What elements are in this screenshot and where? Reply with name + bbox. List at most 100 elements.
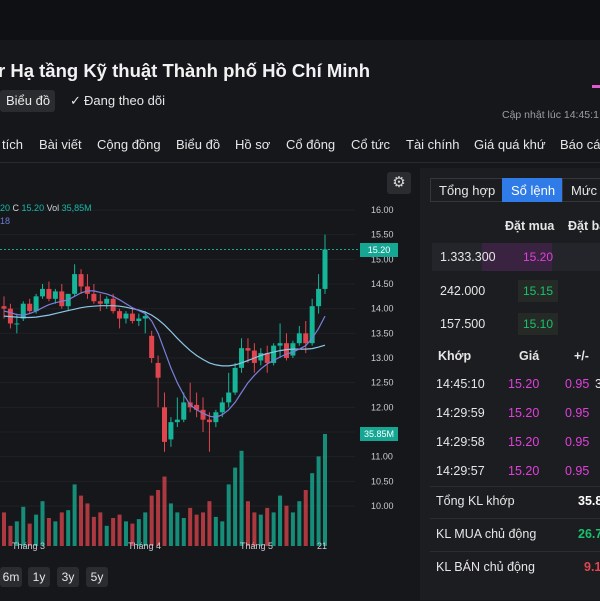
timeframe-5y[interactable]: 5y (86, 567, 108, 587)
trade-time: 14:29:59 (436, 406, 485, 420)
tab-community[interactable]: Cộng đồng (97, 137, 161, 152)
tab-articles[interactable]: Bài viết (39, 137, 82, 152)
candle (129, 313, 135, 321)
timeframe-3y[interactable]: 3y (57, 567, 79, 587)
volume-bar (310, 473, 315, 546)
order-price[interactable]: 15.15 (518, 280, 558, 302)
candle (168, 422, 174, 440)
tab-finance[interactable]: Tài chính (406, 137, 460, 152)
tab-profile[interactable]: Hồ sơ (235, 137, 271, 152)
candle (283, 343, 289, 358)
header-sell: Đặt bá (568, 219, 600, 233)
last-price-label: 15.20 (360, 243, 398, 257)
y-tick-label: 13.00 (371, 353, 394, 363)
candle (194, 404, 200, 410)
y-tick-label: 14.50 (371, 279, 394, 289)
legend-c-label: C (12, 203, 20, 213)
volume-bar (14, 521, 19, 546)
x-tick-label: Tháng 5 (240, 541, 273, 551)
volume-bar (136, 519, 141, 546)
candle (206, 419, 212, 423)
trade-change: 0.95 (565, 464, 590, 478)
volume-bar (8, 525, 13, 546)
candle (264, 353, 270, 363)
tab-reports[interactable]: Báo cá (560, 137, 600, 152)
volume-bar (201, 512, 206, 546)
header-buy: Đặt mua (505, 219, 555, 233)
volume-bar (2, 512, 6, 546)
candle (277, 343, 283, 346)
follow-button[interactable]: ✓ Đang theo dõi (70, 93, 165, 109)
tab-order-book[interactable]: Sổ lệnh (502, 178, 565, 202)
candle (14, 323, 20, 325)
y-tick-label: 15.50 (371, 230, 394, 240)
order-panel (420, 168, 600, 600)
volume-bar (72, 484, 77, 546)
candle (84, 286, 90, 294)
legend-prev: 20 (0, 203, 11, 213)
y-tick-label: 15.00 (371, 254, 394, 264)
volume-bar (91, 516, 96, 546)
x-tick-label: Tháng 3 (12, 541, 45, 551)
volume-bar (111, 518, 116, 546)
order-volume: 1.333.300 (440, 250, 496, 264)
top-bar (0, 0, 600, 40)
tab-chart[interactable]: Biểu đồ (176, 137, 221, 152)
price-chart[interactable]: 16.00 15.50 15.00 14.50 14.00 13.50 13.00 12.50… (0, 168, 420, 596)
summary-total-value: 35.8 (578, 494, 600, 508)
timeframe-6m[interactable]: 6m (0, 567, 22, 587)
x-tick-label: Tháng 4 (128, 541, 161, 551)
order-price[interactable]: 15.20 (522, 250, 554, 264)
timeframe-1y[interactable]: 1y (28, 567, 50, 587)
volume-bar (213, 516, 218, 546)
trade-change: 0.95 (565, 377, 590, 391)
volume-bar (194, 514, 199, 546)
tab-shareholders[interactable]: Cổ đông (286, 137, 336, 152)
volume-bar (265, 507, 270, 546)
summary-sell-label: KL BÁN chủ động (436, 560, 535, 574)
chart-button[interactable]: Biểu đồ (0, 90, 55, 112)
ceiling-marker (592, 85, 600, 88)
candle (251, 350, 257, 363)
candle (91, 293, 97, 302)
gear-icon[interactable]: ⚙ (387, 172, 411, 194)
y-tick-label: 12.50 (371, 378, 394, 388)
y-tick-label: 16.00 (371, 205, 394, 215)
ma-long-line (3, 305, 326, 367)
tab-dividends[interactable]: Cổ tức (351, 137, 391, 152)
volume-bar (258, 514, 263, 546)
candle (149, 335, 155, 358)
legend-c-value: 15.20 (21, 203, 45, 213)
tab-price-levels[interactable]: Mức g (562, 178, 600, 202)
candle (200, 409, 206, 420)
legend-ma: 18 (0, 216, 11, 226)
y-tick-label: 10.00 (371, 501, 394, 511)
candle (142, 316, 148, 319)
tab-price-history[interactable]: Giá quá khứ (474, 137, 546, 152)
tab-bar: tích Bài viết Cộng đồng Biểu đồ Hồ sơ Cổ… (0, 128, 600, 163)
volume-bar (46, 518, 51, 546)
volume-bar (207, 501, 212, 546)
tab-analysis[interactable]: tích (2, 137, 23, 152)
volume-bar (117, 514, 122, 546)
volume-bar (98, 512, 103, 546)
candle (123, 313, 129, 319)
chart-panel: 16.00 15.50 15.00 14.50 14.00 13.50 13.00 12.50… (0, 168, 420, 596)
candle (110, 298, 116, 312)
y-tick-label: 13.50 (371, 328, 394, 338)
candle (316, 288, 322, 307)
volume-bar (226, 484, 231, 546)
volume-bar (233, 467, 238, 546)
trade-extra: 3 (595, 377, 600, 391)
tab-summary[interactable]: Tổng hợp (430, 178, 505, 202)
candle (303, 333, 309, 344)
volume-bar (79, 495, 84, 546)
volume-bar (66, 510, 71, 546)
check-icon: ✓ (70, 93, 81, 108)
order-row: 1.333.300 15.20 (432, 243, 600, 271)
candle (97, 301, 103, 304)
volume-bar (143, 512, 148, 546)
volume-bar (252, 512, 257, 546)
trade-price: 15.20 (508, 464, 540, 478)
order-price[interactable]: 15.10 (518, 313, 558, 335)
